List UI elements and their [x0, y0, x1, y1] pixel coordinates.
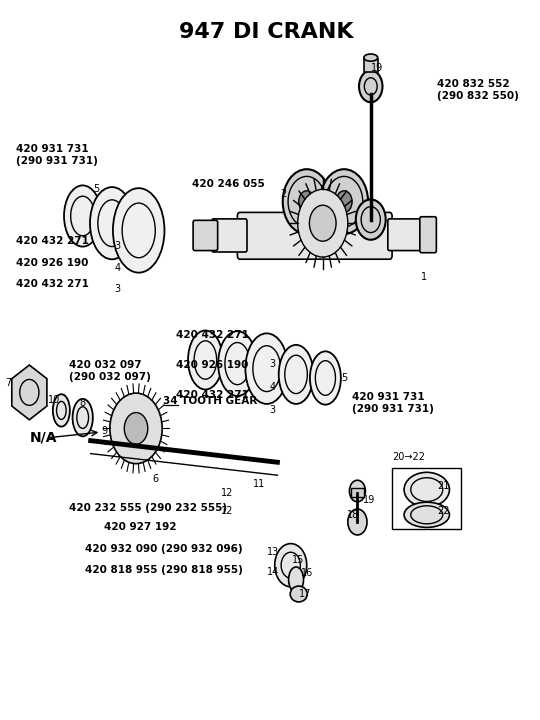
Text: 8: 8	[79, 398, 85, 408]
Text: 947 DI CRANK: 947 DI CRANK	[179, 22, 354, 42]
Circle shape	[298, 189, 348, 257]
Text: 420 232 555 (290 232 555): 420 232 555 (290 232 555)	[69, 503, 227, 513]
Circle shape	[356, 199, 386, 240]
Text: 18: 18	[347, 510, 359, 520]
Text: 19: 19	[363, 495, 375, 505]
Ellipse shape	[245, 333, 288, 404]
Circle shape	[283, 169, 330, 234]
Text: 11: 11	[253, 479, 266, 489]
Circle shape	[275, 544, 307, 587]
Text: 19: 19	[371, 63, 383, 73]
Text: 16: 16	[301, 568, 314, 578]
Text: 1: 1	[421, 272, 428, 282]
Text: 21: 21	[437, 481, 450, 491]
Text: 420 926 190: 420 926 190	[16, 258, 89, 268]
Circle shape	[309, 205, 336, 241]
Ellipse shape	[288, 567, 303, 592]
Text: 5: 5	[341, 373, 348, 383]
Text: 420 931 731
(290 931 731): 420 931 731 (290 931 731)	[16, 143, 98, 166]
Circle shape	[299, 191, 315, 212]
Text: 3: 3	[269, 359, 275, 369]
Ellipse shape	[90, 187, 134, 259]
Text: 420 432 271: 420 432 271	[16, 279, 89, 289]
Ellipse shape	[290, 586, 307, 602]
Text: 3: 3	[114, 284, 121, 294]
Circle shape	[359, 71, 382, 102]
Text: 9: 9	[102, 426, 107, 436]
Text: 7: 7	[5, 378, 11, 388]
Text: 420 832 552
(290 832 550): 420 832 552 (290 832 550)	[437, 78, 519, 102]
Text: 420 432 271: 420 432 271	[176, 330, 249, 340]
Bar	[392, 468, 462, 529]
Ellipse shape	[72, 399, 93, 436]
Circle shape	[348, 509, 367, 535]
FancyBboxPatch shape	[212, 219, 247, 252]
Text: 34 TOOTH GEAR: 34 TOOTH GEAR	[163, 396, 257, 406]
Text: 420 926 190: 420 926 190	[176, 360, 248, 370]
Text: 2: 2	[280, 189, 286, 199]
Ellipse shape	[64, 186, 102, 247]
Circle shape	[320, 169, 368, 234]
Text: 10: 10	[48, 395, 60, 405]
Circle shape	[336, 191, 352, 212]
Text: 20→22: 20→22	[392, 452, 425, 462]
Text: 420 246 055: 420 246 055	[192, 179, 265, 189]
FancyBboxPatch shape	[388, 219, 428, 251]
Bar	[364, 59, 377, 72]
Text: 5: 5	[93, 184, 99, 194]
Text: 420 818 955 (290 818 955): 420 818 955 (290 818 955)	[85, 565, 243, 575]
Ellipse shape	[279, 345, 313, 404]
Text: 17: 17	[299, 589, 311, 599]
Ellipse shape	[310, 351, 341, 405]
Text: 4: 4	[269, 382, 275, 392]
Text: 13: 13	[267, 547, 279, 557]
Text: 420 927 192: 420 927 192	[104, 522, 177, 532]
Ellipse shape	[218, 331, 256, 396]
Bar	[351, 488, 364, 497]
Text: 15: 15	[292, 555, 304, 565]
Text: 14: 14	[267, 567, 279, 577]
Text: 420 432 271: 420 432 271	[176, 390, 249, 400]
Ellipse shape	[404, 472, 449, 507]
Text: 12: 12	[221, 488, 234, 498]
Circle shape	[124, 413, 148, 444]
Text: 420 932 090 (290 932 096): 420 932 090 (290 932 096)	[85, 544, 243, 554]
Text: 420 432 271: 420 432 271	[16, 236, 89, 246]
Text: 420 032 097
(290 032 097): 420 032 097 (290 032 097)	[69, 359, 151, 382]
Ellipse shape	[188, 330, 222, 390]
Ellipse shape	[404, 503, 449, 527]
Circle shape	[110, 393, 162, 464]
Text: 12: 12	[221, 506, 234, 516]
Text: 22: 22	[437, 506, 450, 516]
FancyBboxPatch shape	[193, 220, 218, 251]
Text: 4: 4	[114, 263, 121, 273]
Ellipse shape	[364, 54, 377, 61]
Text: 3: 3	[269, 405, 275, 415]
Ellipse shape	[113, 188, 165, 273]
Text: 420 931 731
(290 931 731): 420 931 731 (290 931 731)	[352, 392, 434, 415]
FancyBboxPatch shape	[420, 217, 436, 253]
Circle shape	[349, 480, 366, 502]
Text: 3: 3	[114, 241, 121, 251]
Ellipse shape	[53, 395, 70, 426]
Text: 6: 6	[152, 474, 158, 484]
FancyBboxPatch shape	[238, 212, 392, 259]
Text: N/A: N/A	[29, 430, 57, 444]
